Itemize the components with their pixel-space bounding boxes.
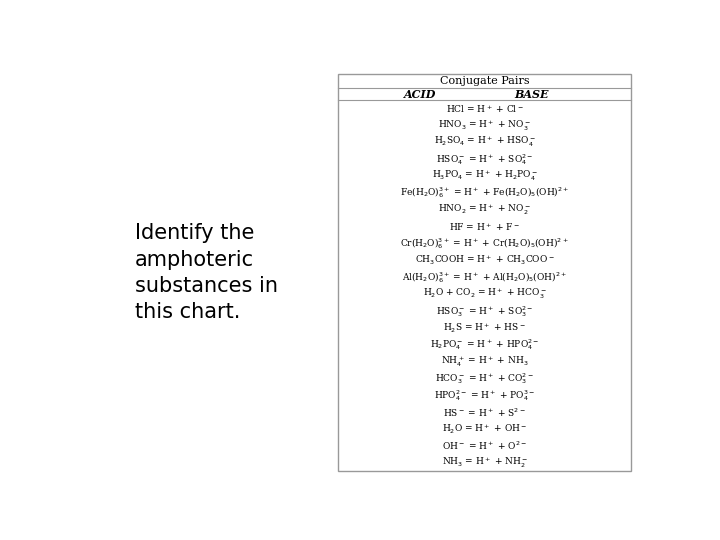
Text: HNO$_2$ = H$^+$ + NO$_2^-$: HNO$_2$ = H$^+$ + NO$_2^-$ bbox=[438, 203, 531, 217]
Text: CH$_3$COOH = H$^+$ + CH$_3$COO$^-$: CH$_3$COOH = H$^+$ + CH$_3$COO$^-$ bbox=[415, 254, 554, 267]
Text: H$_2$O = H$^+$ + OH$^-$: H$_2$O = H$^+$ + OH$^-$ bbox=[442, 423, 527, 436]
Text: Al(H$_2$O)$_6^{3+}$ = H$^+$ + Al(H$_2$O)$_5$(OH)$^{2+}$: Al(H$_2$O)$_6^{3+}$ = H$^+$ + Al(H$_2$O)… bbox=[402, 270, 567, 285]
Text: H$_2$O + CO$_2$ = H$^+$ + HCO$_3^-$: H$_2$O + CO$_2$ = H$^+$ + HCO$_3^-$ bbox=[423, 287, 546, 301]
Text: Conjugate Pairs: Conjugate Pairs bbox=[440, 76, 529, 86]
Text: HSO$_4^-$ = H$^+$ + SO$_4^{2-}$: HSO$_4^-$ = H$^+$ + SO$_4^{2-}$ bbox=[436, 152, 534, 167]
Text: H$_3$PO$_4$ = H$^+$ + H$_2$PO$_4^-$: H$_3$PO$_4$ = H$^+$ + H$_2$PO$_4^-$ bbox=[431, 169, 538, 183]
Text: HS$^-$ = H$^+$ + S$^{2-}$: HS$^-$ = H$^+$ + S$^{2-}$ bbox=[444, 406, 526, 418]
Text: BASE: BASE bbox=[514, 89, 549, 99]
Text: HCO$_3^-$ = H$^+$ + CO$_3^{2-}$: HCO$_3^-$ = H$^+$ + CO$_3^{2-}$ bbox=[435, 371, 534, 386]
Text: HF = H$^+$ + F$^-$: HF = H$^+$ + F$^-$ bbox=[449, 221, 520, 233]
Text: HNO$_3$ = H$^+$ + NO$_3^-$: HNO$_3$ = H$^+$ + NO$_3^-$ bbox=[438, 118, 531, 133]
Text: H$_2$PO$_4^-$ = H$^+$ + HPO$_4^{2-}$: H$_2$PO$_4^-$ = H$^+$ + HPO$_4^{2-}$ bbox=[430, 338, 539, 352]
Text: NH$_4^+$ = H$^+$ + NH$_3$: NH$_4^+$ = H$^+$ + NH$_3$ bbox=[441, 355, 528, 369]
Text: HPO$_4^{2-}$ = H$^+$ + PO$_4^{3-}$: HPO$_4^{2-}$ = H$^+$ + PO$_4^{3-}$ bbox=[434, 388, 535, 403]
Text: HSO$_3^-$ = H$^+$ + SO$_3^{2-}$: HSO$_3^-$ = H$^+$ + SO$_3^{2-}$ bbox=[436, 303, 534, 319]
Text: Fe(H$_2$O)$_6^{3+}$ = H$^+$ + Fe(H$_2$O)$_5$(OH)$^{2+}$: Fe(H$_2$O)$_6^{3+}$ = H$^+$ + Fe(H$_2$O)… bbox=[400, 186, 570, 200]
Text: H$_2$S = H$^+$ + HS$^-$: H$_2$S = H$^+$ + HS$^-$ bbox=[444, 321, 526, 335]
Bar bbox=[338, 74, 631, 471]
Text: HCl = H$^+$ + Cl$^-$: HCl = H$^+$ + Cl$^-$ bbox=[446, 103, 523, 114]
Text: OH$^-$ = H$^+$ + O$^{2-}$: OH$^-$ = H$^+$ + O$^{2-}$ bbox=[442, 440, 527, 453]
Text: ACID: ACID bbox=[404, 89, 436, 99]
Text: Identify the
amphoteric
substances in
this chart.: Identify the amphoteric substances in th… bbox=[135, 223, 278, 322]
Text: NH$_3$ = H$^+$ + NH$_2^-$: NH$_3$ = H$^+$ + NH$_2^-$ bbox=[441, 456, 528, 470]
Text: Cr(H$_2$O)$_6^{3+}$ = H$^+$ + Cr(H$_2$O)$_5$(OH)$^{2+}$: Cr(H$_2$O)$_6^{3+}$ = H$^+$ + Cr(H$_2$O)… bbox=[400, 236, 569, 251]
Text: H$_2$SO$_4$ = H$^+$ + HSO$_4^-$: H$_2$SO$_4$ = H$^+$ + HSO$_4^-$ bbox=[433, 136, 536, 150]
